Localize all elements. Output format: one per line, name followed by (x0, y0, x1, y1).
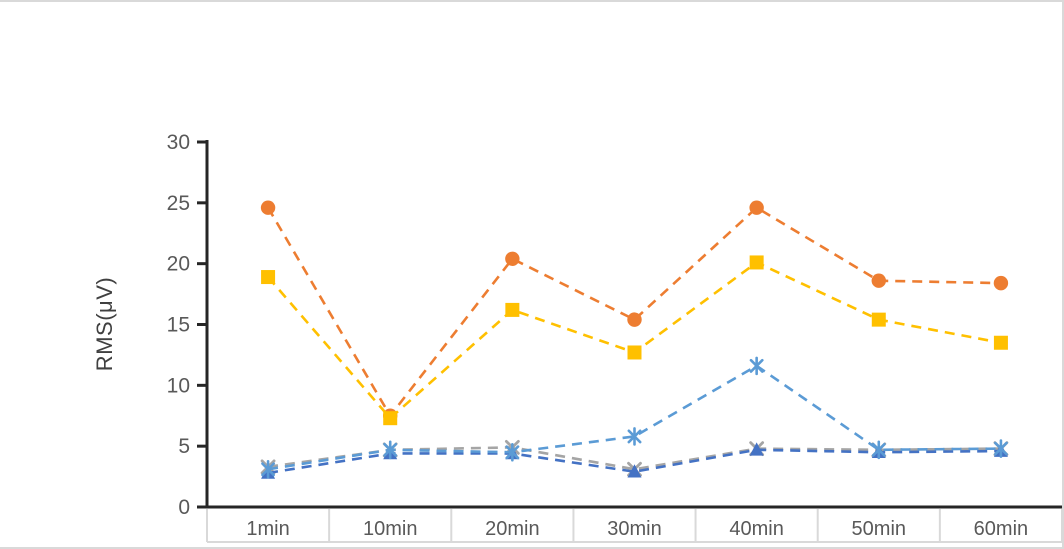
y-tick-label: 25 (167, 192, 190, 215)
marker-triangle (627, 464, 642, 478)
series-asterisk-lightblue-line (267, 364, 1001, 471)
y-tick-label: 20 (167, 253, 190, 276)
marker-square (261, 270, 276, 285)
x-tick-label: 30min (607, 518, 661, 540)
marker-circle (260, 200, 276, 215)
marker-asterisk (871, 442, 886, 457)
y-tick-label: 10 (167, 374, 190, 397)
marker-circle (993, 275, 1009, 291)
series-square-gold-line (267, 260, 1002, 421)
y-tick-label: 5 (178, 435, 190, 458)
marker-square (749, 255, 764, 270)
series-circle-orange-line (266, 206, 1001, 419)
marker-triangle (749, 442, 764, 456)
marker-square (871, 312, 886, 327)
y-tick-label: 15 (167, 314, 190, 337)
marker-square (993, 335, 1008, 350)
marker-circle (627, 312, 642, 327)
x-tick-label: 40min (729, 518, 783, 540)
marker-asterisk (383, 442, 398, 457)
y-tick-label: 0 (178, 496, 190, 519)
marker-circle (749, 200, 764, 215)
marker-asterisk (505, 445, 520, 460)
marker-asterisk (993, 441, 1008, 456)
x-tick-label: 20min (485, 518, 539, 540)
marker-circle (871, 273, 886, 288)
x-tick-label: 10min (363, 518, 417, 540)
marker-asterisk (749, 358, 764, 373)
marker-circle (505, 251, 520, 266)
x-tick-label: 50min (852, 518, 906, 540)
x-tick-label: 1min (246, 518, 289, 540)
marker-square (383, 411, 398, 426)
marker-asterisk (627, 429, 642, 444)
y-tick-label: 30 (167, 131, 190, 154)
marker-square (627, 345, 642, 360)
x-tick-label: 60min (974, 518, 1028, 540)
marker-asterisk (261, 462, 276, 477)
marker-square (505, 302, 520, 317)
